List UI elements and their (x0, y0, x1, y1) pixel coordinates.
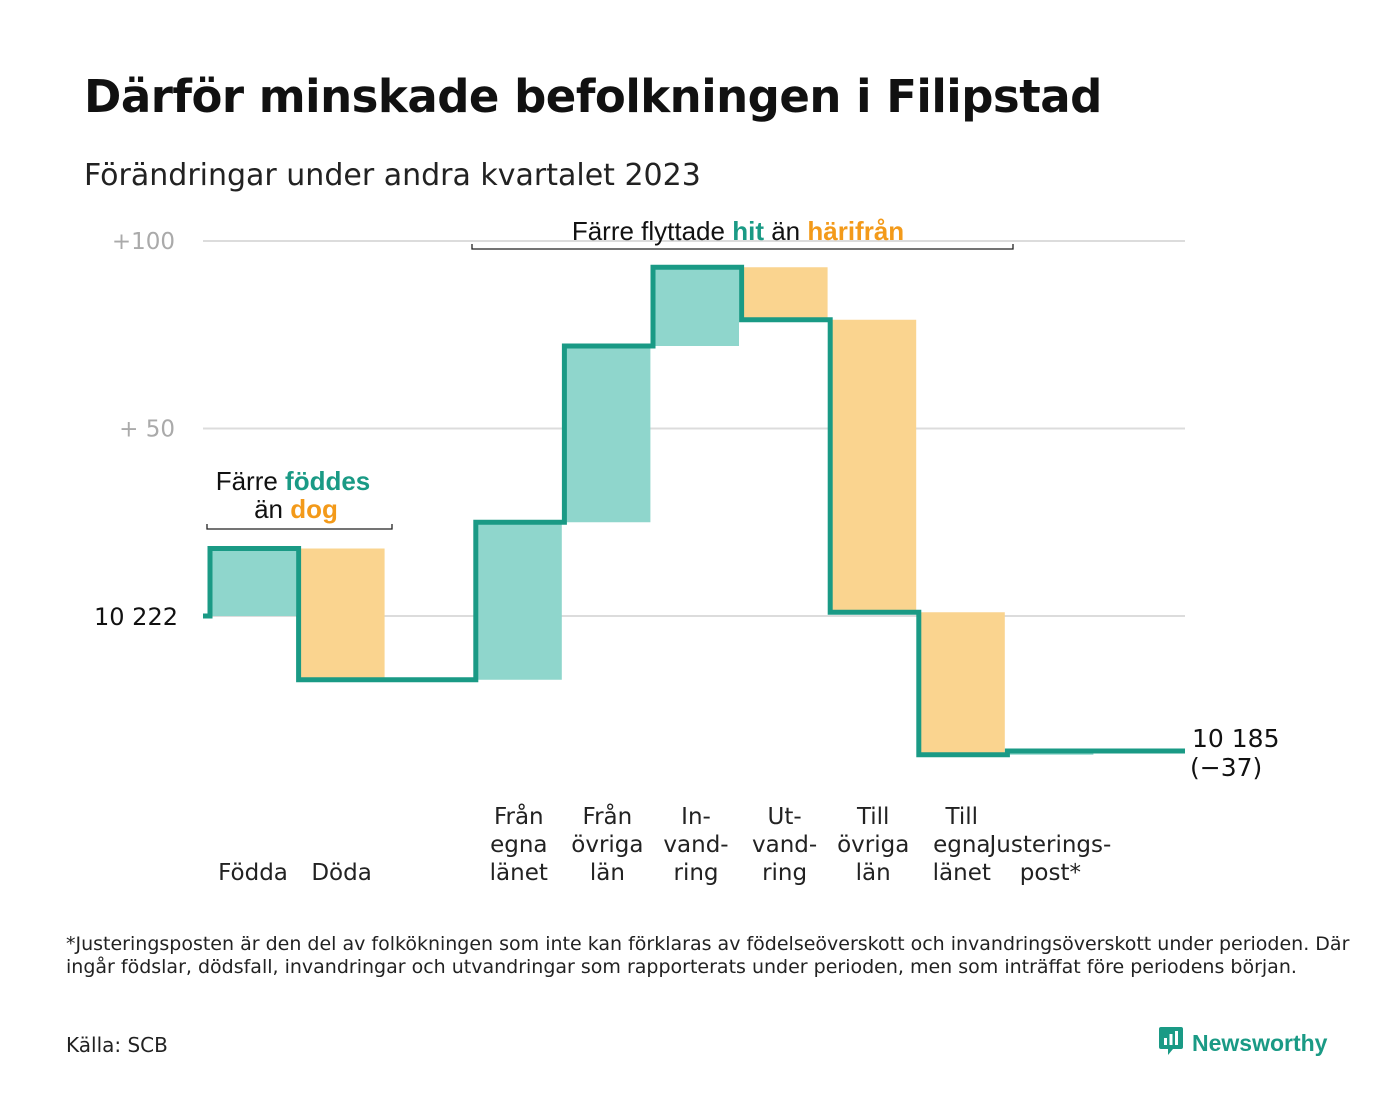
category-label: ring (673, 860, 718, 886)
annotation-migration-part: Färre flyttade (572, 216, 732, 246)
chart-title: Därför minskade befolkningen i Filipstad (84, 70, 1102, 123)
category-label: länet (933, 860, 991, 886)
annotation-migration: Färre flyttade hit än härifrån (572, 216, 904, 246)
waterfall-bar (741, 267, 828, 320)
chart-subtitle: Förändringar under andra kvartalet 2023 (84, 158, 701, 193)
annotation-migration-part: hit (732, 216, 764, 246)
waterfall-bar (298, 548, 385, 680)
annotation-bracket (206, 524, 393, 530)
annotation-births-line1-part: Färre (216, 466, 285, 496)
category-label: post* (1020, 860, 1081, 886)
category-label: övriga (837, 832, 909, 858)
annotation-migration-part: än (764, 216, 807, 246)
waterfall-bar (210, 548, 296, 616)
waterfall-bar (830, 319, 917, 613)
category-label: Justerings- (987, 832, 1111, 858)
category-label: Ut- (768, 804, 802, 830)
category-label: ring (762, 860, 807, 886)
category-label: Födda (218, 860, 288, 886)
category-label: Till (945, 804, 979, 830)
waterfall-bar (918, 612, 1005, 755)
source-note: Källa: SCB (66, 1033, 168, 1057)
category-label: övriga (571, 832, 643, 858)
annotation-births-line2-part: än (254, 494, 290, 524)
step-line (203, 264, 1185, 758)
baseline-label: 10 222 (94, 603, 178, 631)
annotation-births-line2-part: dog (290, 494, 338, 524)
y-tick-label: + 50 (119, 417, 175, 443)
category-label: Från (583, 802, 633, 830)
category-label: egna (490, 832, 547, 858)
footnote: *Justeringsposten är den del av folkökni… (66, 933, 1350, 979)
annotation-births-line2: än dog (254, 494, 338, 524)
brand-logo: Newsworthy (1158, 1026, 1327, 1060)
category-label: vand- (663, 832, 728, 858)
category-label: län (590, 860, 625, 886)
annotation-births-line1: Färre föddes (216, 466, 371, 496)
category-label: vand- (752, 832, 817, 858)
category-label: egna (933, 832, 990, 858)
category-label: län (856, 860, 891, 886)
category-label: länet (490, 860, 548, 886)
category-label: Till (856, 804, 890, 830)
annotation-bracket (471, 244, 1014, 250)
category-label: Från (494, 802, 544, 830)
end-value-label: 10 185 (1192, 724, 1279, 753)
category-label: In- (681, 804, 711, 830)
waterfall-bar (653, 267, 739, 346)
waterfall-bar (564, 346, 651, 523)
y-tick-label: +100 (112, 229, 175, 255)
brand-name: Newsworthy (1192, 1029, 1328, 1056)
annotation-migration-part: härifrån (807, 216, 904, 246)
waterfall-bar (475, 522, 562, 680)
newsworthy-logo-icon (1158, 1025, 1184, 1061)
end-change-label: (−37) (1190, 753, 1262, 782)
annotation-births-line1-part: föddes (285, 466, 370, 496)
category-label: Döda (311, 860, 371, 886)
